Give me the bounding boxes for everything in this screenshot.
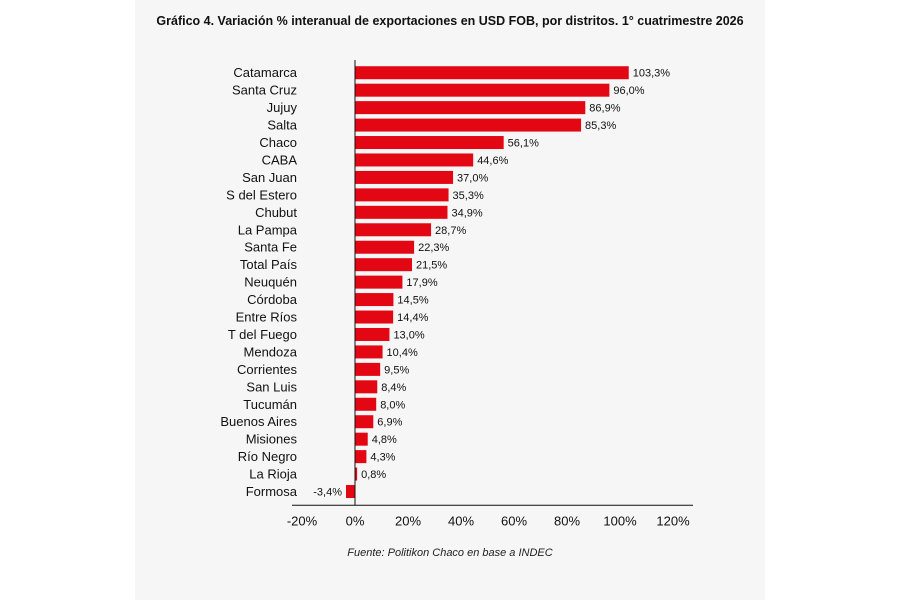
bar xyxy=(355,188,449,202)
data-label: 96,0% xyxy=(613,85,644,97)
bar xyxy=(355,83,610,97)
data-label: 35,3% xyxy=(453,190,484,202)
category-label: Córdoba xyxy=(247,292,298,307)
category-label: Catamarca xyxy=(233,65,297,80)
category-label: La Rioja xyxy=(249,467,297,482)
bar xyxy=(355,397,377,411)
category-label: Chubut xyxy=(255,205,297,220)
bar xyxy=(355,240,415,254)
bar xyxy=(355,345,383,359)
bar xyxy=(355,170,454,184)
category-label: Formosa xyxy=(246,484,298,499)
data-label: 4,3% xyxy=(370,452,395,464)
bar xyxy=(355,101,586,115)
data-label: 8,0% xyxy=(380,399,405,411)
category-label: Total País xyxy=(240,257,298,272)
chart-title: Gráfico 4. Variación % interanual de exp… xyxy=(156,14,744,28)
category-label: Mendoza xyxy=(244,344,298,359)
data-label: 14,5% xyxy=(397,295,428,307)
data-label: 56,1% xyxy=(508,138,539,150)
x-tick-label: 60% xyxy=(501,513,527,528)
data-label: 21,5% xyxy=(416,260,447,272)
category-label: La Pampa xyxy=(238,222,298,237)
bar xyxy=(355,136,504,150)
data-label: 14,4% xyxy=(397,312,428,324)
bar xyxy=(355,275,403,289)
bar xyxy=(355,118,582,132)
x-tick-label: 0% xyxy=(346,513,365,528)
bar xyxy=(355,467,358,481)
data-label: 0,8% xyxy=(361,469,386,481)
category-label: Entre Ríos xyxy=(236,310,298,325)
bar xyxy=(355,380,378,394)
category-label: Chaco xyxy=(259,135,297,150)
x-tick-label: 40% xyxy=(448,513,474,528)
data-label: 34,9% xyxy=(451,207,482,219)
data-label: 17,9% xyxy=(406,277,437,289)
data-label: 9,5% xyxy=(384,364,409,376)
x-tick-label: 20% xyxy=(395,513,421,528)
category-label: Corrientes xyxy=(237,362,297,377)
bar xyxy=(345,485,355,499)
bar xyxy=(355,362,381,376)
bar xyxy=(355,432,368,446)
data-label: 13,0% xyxy=(393,329,424,341)
bar xyxy=(355,153,474,167)
category-label: T del Fuego xyxy=(228,327,297,342)
data-label: 4,8% xyxy=(372,434,397,446)
category-label: S del Estero xyxy=(226,187,297,202)
x-tick-label: 120% xyxy=(656,513,690,528)
bar xyxy=(355,258,412,272)
category-label: Jujuy xyxy=(267,100,298,115)
data-label: 44,6% xyxy=(477,155,508,167)
bar xyxy=(355,293,394,307)
category-label: Buenos Aires xyxy=(220,414,297,429)
data-label: 86,9% xyxy=(589,103,620,115)
data-label: 6,9% xyxy=(377,417,402,429)
data-label: 28,7% xyxy=(435,225,466,237)
chart-background xyxy=(135,0,765,600)
data-label: 103,3% xyxy=(633,68,671,80)
category-label: San Juan xyxy=(242,170,297,185)
category-label: Santa Fe xyxy=(244,240,297,255)
bar xyxy=(355,66,629,80)
category-label: San Luis xyxy=(246,379,297,394)
bar xyxy=(355,205,448,219)
data-label: -3,4% xyxy=(313,487,342,499)
data-label: 22,3% xyxy=(418,242,449,254)
data-label: 85,3% xyxy=(585,120,616,132)
x-tick-label: 80% xyxy=(554,513,580,528)
bar xyxy=(355,327,390,341)
category-label: CABA xyxy=(262,152,298,167)
bar xyxy=(355,223,432,237)
x-tick-label: -20% xyxy=(287,513,318,528)
bar xyxy=(355,415,374,429)
category-label: Salta xyxy=(267,118,297,133)
chart-source: Fuente: Politikon Chaco en base a INDEC xyxy=(347,547,553,559)
bar xyxy=(355,450,367,464)
category-label: Santa Cruz xyxy=(232,83,297,98)
category-label: Río Negro xyxy=(238,449,297,464)
category-label: Neuquén xyxy=(244,275,297,290)
data-label: 37,0% xyxy=(457,172,488,184)
x-tick-label: 100% xyxy=(603,513,637,528)
category-label: Misiones xyxy=(246,432,298,447)
category-label: Tucumán xyxy=(243,397,297,412)
bar xyxy=(355,310,394,324)
data-label: 10,4% xyxy=(387,347,418,359)
data-label: 8,4% xyxy=(381,382,406,394)
